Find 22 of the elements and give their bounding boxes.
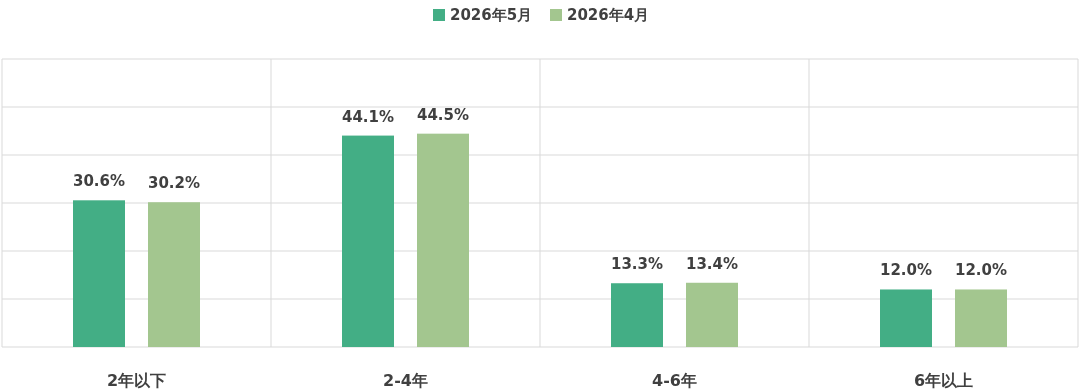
x-tick-label: 4-6年 — [652, 371, 697, 390]
x-tick-label: 2年以下 — [106, 371, 167, 390]
bar — [611, 283, 663, 347]
data-label: 13.3% — [610, 255, 664, 274]
bar — [73, 200, 125, 347]
data-label: 30.6% — [72, 172, 126, 191]
data-label: 44.5% — [416, 105, 470, 124]
data-label: 13.4% — [685, 254, 739, 273]
data-label: 30.2% — [147, 174, 201, 193]
x-tick-label: 2-4年 — [383, 371, 428, 390]
data-label: 12.0% — [879, 261, 933, 280]
bar — [417, 133, 469, 347]
bar — [342, 135, 394, 347]
bar — [880, 289, 932, 347]
x-tick-label: 6年以上 — [913, 371, 974, 390]
legend-label: 2026年5月 — [450, 6, 533, 24]
bar — [955, 289, 1007, 347]
bar — [148, 202, 200, 347]
bar — [686, 282, 738, 347]
legend-label: 2026年4月 — [567, 6, 650, 24]
data-label: 44.1% — [341, 107, 395, 126]
data-label: 12.0% — [954, 261, 1008, 280]
